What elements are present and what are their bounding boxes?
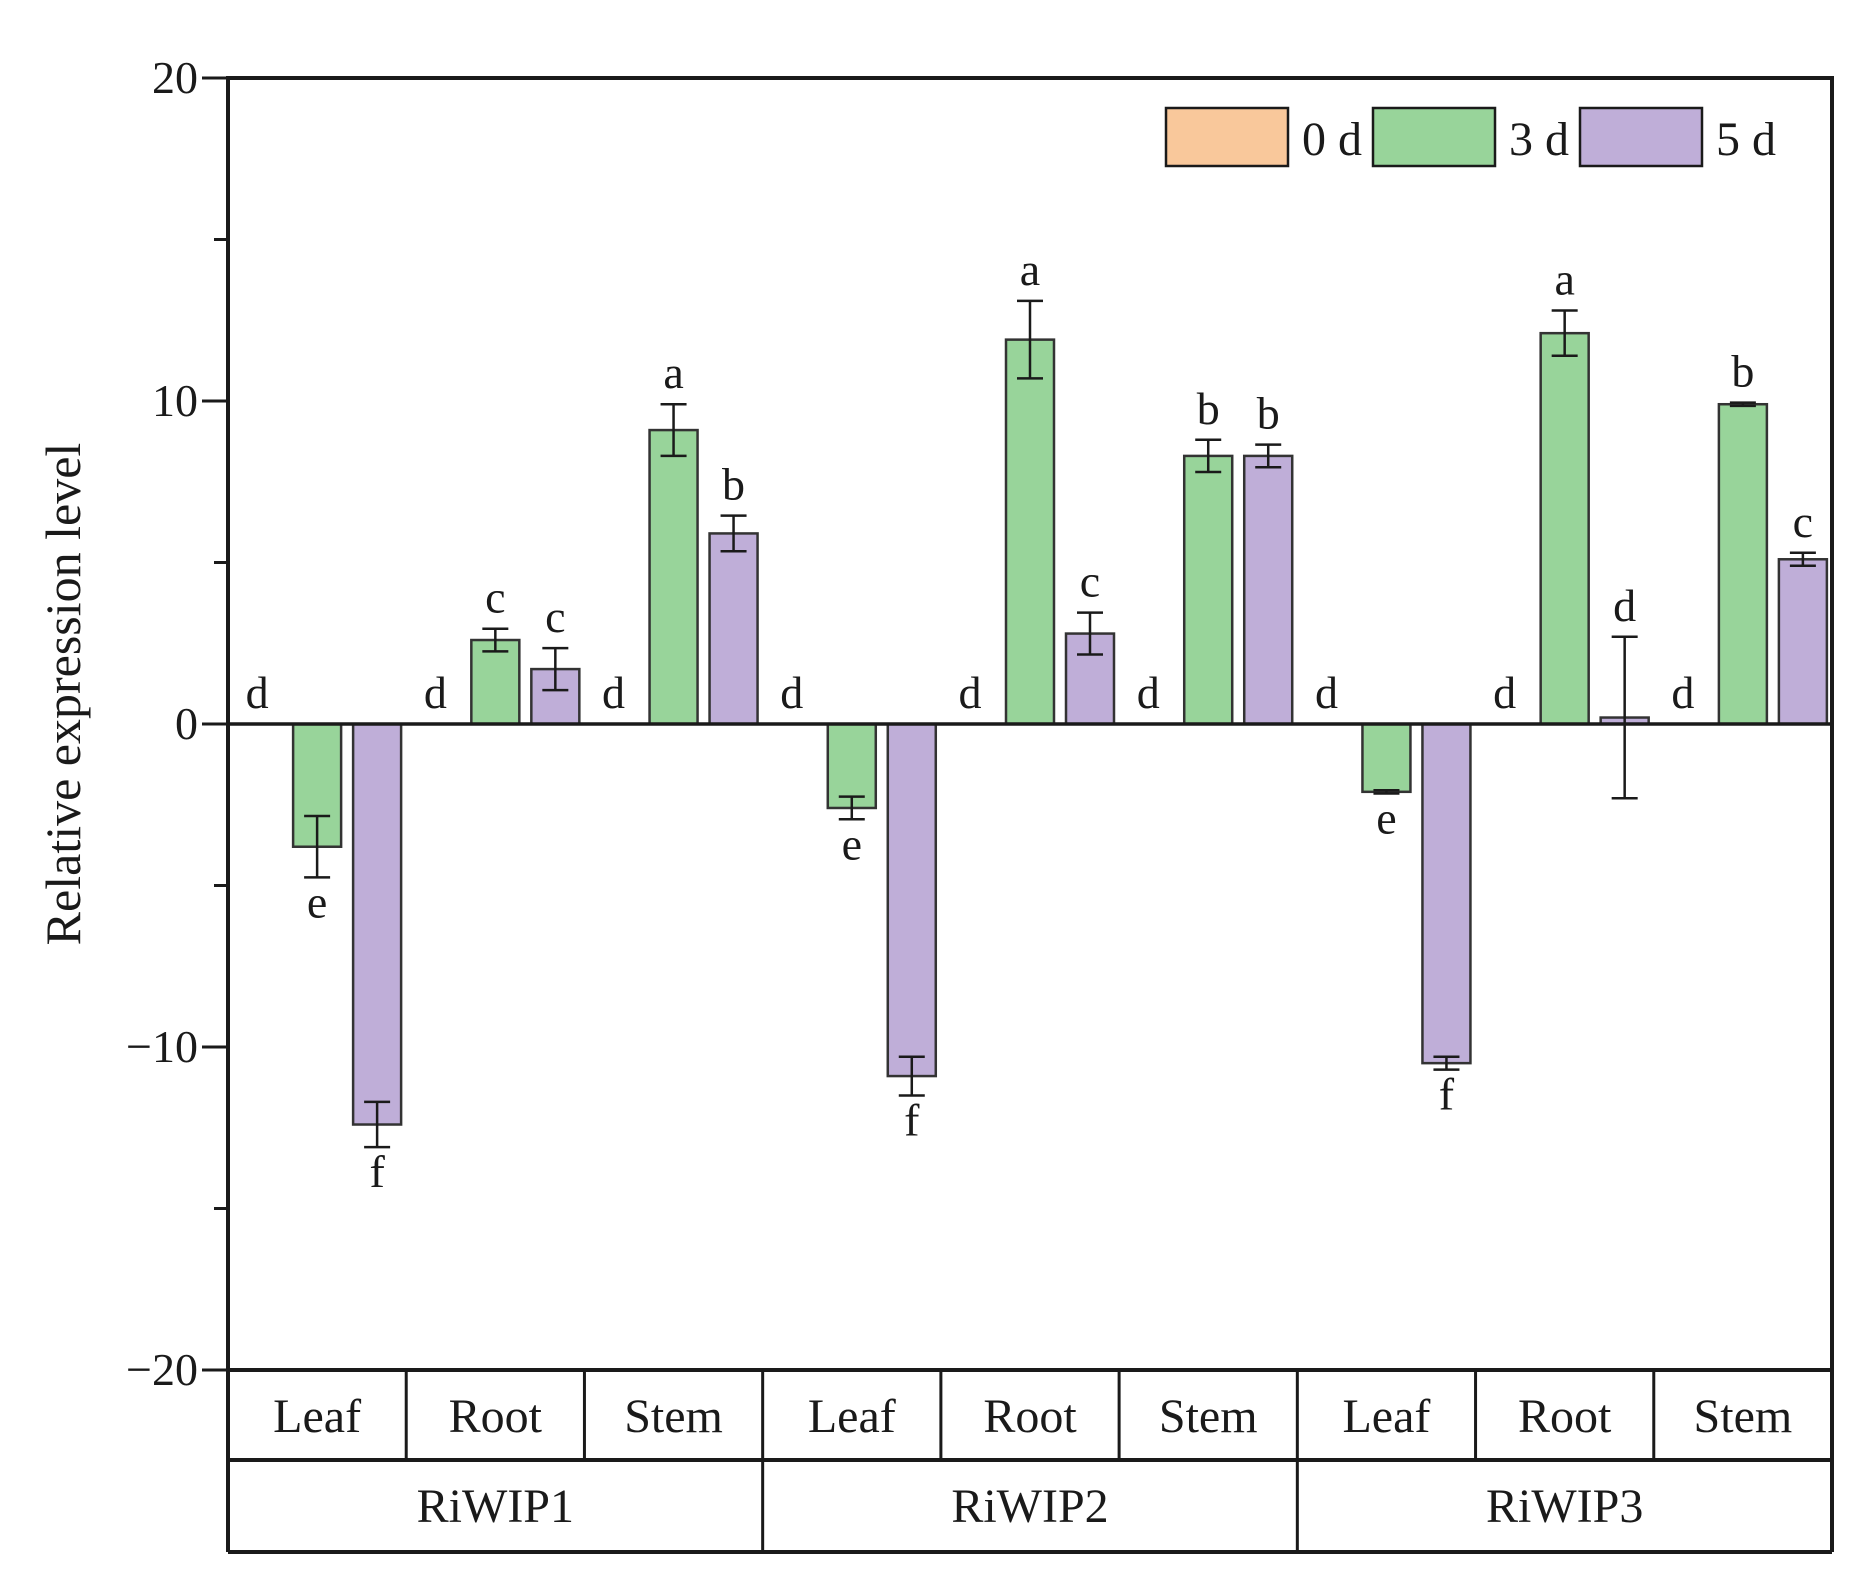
significance-letter: b [1197,383,1220,434]
y-tick-label: −10 [126,1021,198,1072]
y-tick-label: −20 [126,1344,198,1395]
significance-letter: d [1315,667,1338,718]
tissue-label: Stem [1159,1390,1258,1443]
significance-letter: d [424,667,447,718]
significance-letter: b [722,459,745,510]
bar [351,722,403,1126]
significance-letter: b [1257,388,1280,439]
tissue-label: Leaf [808,1390,896,1443]
tissue-label: Stem [624,1390,723,1443]
bar [886,722,938,1078]
significance-letter: e [307,876,327,927]
y-tick-label: 10 [152,375,198,426]
legend-label: 5 d [1716,113,1776,166]
significance-letter: f [1439,1069,1455,1120]
significance-letter: d [1137,667,1160,718]
significance-letter: a [1554,254,1574,305]
significance-letter: e [842,818,862,869]
bar [708,532,759,726]
legend-label: 3 d [1509,113,1569,166]
tissue-label: Root [449,1390,543,1443]
gene-label: RiWIP1 [417,1480,574,1533]
bar [470,638,521,726]
tissue-label: Root [983,1390,1077,1443]
legend: 0 d 3 d 5 d [1164,106,1776,168]
significance-letter: d [246,667,269,718]
significance-letter: c [545,591,565,642]
y-axis: −20 −10 0 10 20 [126,52,228,1395]
bar [1242,454,1294,726]
legend-swatch [1164,106,1290,168]
gene-label: RiWIP2 [951,1480,1108,1533]
bars [291,331,1829,1126]
tissue-label: Leaf [1342,1390,1430,1443]
bar [1717,402,1769,726]
y-tick-label: 0 [175,698,198,749]
bar [1539,331,1590,726]
significance-letter: c [1793,496,1813,547]
significance-letter: a [1020,244,1040,295]
bar [1361,722,1412,794]
y-axis-title: Relative expression level [35,443,91,946]
tissue-label: Stem [1694,1390,1793,1443]
significance-letter: d [1493,667,1516,718]
tissue-label: Root [1518,1390,1612,1443]
error-bars [304,299,1816,1149]
tissue-label: Leaf [273,1390,361,1443]
significance-letter: f [369,1146,385,1197]
legend-label: 0 d [1302,113,1362,166]
significance-letter: f [904,1094,920,1145]
bar [1421,722,1472,1065]
significance-letter: d [1613,580,1636,631]
significance-letter: d [1671,667,1694,718]
significance-letter: c [485,572,505,623]
bar [1777,558,1829,726]
legend-swatch [1371,106,1497,168]
y-tick-label: 20 [152,52,198,103]
significance-letter: b [1731,346,1754,397]
bar [1004,338,1056,726]
bar [1182,454,1234,726]
significance-letter: d [602,667,625,718]
significance-letter: c [1080,556,1100,607]
category-table: Leaf Root Stem Leaf Root Stem Leaf Root Stem RiWI… [226,1370,1834,1554]
significance-letter: d [959,667,982,718]
bar [648,428,699,726]
significance-letter: e [1376,792,1396,843]
gene-label: RiWIP3 [1486,1480,1643,1533]
significance-letter: d [780,667,803,718]
legend-swatch [1578,106,1704,168]
bar [826,722,878,810]
significance-letter: a [663,347,683,398]
